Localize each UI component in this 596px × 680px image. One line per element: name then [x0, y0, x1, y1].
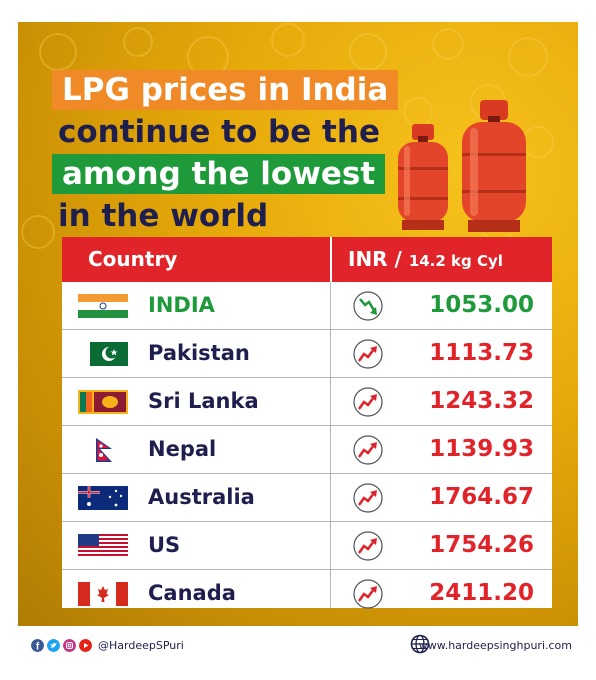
svg-text:f: f [36, 642, 40, 653]
country-name: US [148, 533, 181, 557]
poster-background: LPG prices in India continue to be the a… [18, 22, 578, 626]
website-link[interactable]: www.hardeepsinghpuri.com [418, 639, 572, 652]
background-pattern [21, 23, 554, 249]
nepal-flag [96, 438, 112, 462]
price-value: 1754.26 [429, 532, 534, 558]
price-value: 1139.93 [429, 436, 534, 462]
price-value: 1113.73 [429, 340, 534, 366]
headline-line-1: LPG prices in India [52, 70, 399, 110]
instagram-icon[interactable] [63, 639, 76, 652]
trend-up-icon [353, 339, 383, 369]
sri-lanka-flag [78, 390, 128, 414]
trend-up-icon [353, 579, 383, 609]
trend-up-icon [353, 387, 383, 417]
country-name: Pakistan [148, 341, 250, 365]
price-value: 2411.20 [429, 580, 534, 606]
price-value: 1764.67 [429, 484, 534, 510]
trend-down-icon [353, 291, 383, 321]
table-row-us: US 1754.26 [62, 522, 552, 570]
column-divider [330, 282, 331, 608]
table-row-nepal: Nepal 1139.93 [62, 426, 552, 474]
price-value: 1243.32 [429, 388, 534, 414]
country-name: Australia [148, 485, 255, 509]
table-row-india: INDIA 1053.00 [62, 282, 552, 330]
header-country: Country [88, 247, 178, 271]
country-name: Canada [148, 581, 236, 605]
header-price-main: INR / [348, 247, 409, 271]
table-row-canada: Canada 2411.20 [62, 570, 552, 617]
trend-up-icon [353, 531, 383, 561]
trend-up-icon [353, 435, 383, 465]
header-price-unit: 14.2 kg Cyl [408, 252, 503, 270]
lpg-cylinder-large-icon [462, 100, 526, 232]
table-row-pakistan: Pakistan 1113.73 [62, 330, 552, 378]
us-flag [78, 534, 128, 558]
headline-line-3: among the lowest [52, 154, 386, 194]
header-divider [330, 237, 332, 282]
price-value: 1053.00 [429, 292, 534, 318]
headline-line-2: continue to be the [58, 114, 380, 150]
trend-up-icon [353, 483, 383, 513]
header-price: INR / 14.2 kg Cyl [348, 237, 503, 282]
pakistan-flag [78, 342, 128, 366]
social-handle[interactable]: @HardeepSPuri [98, 639, 184, 652]
facebook-icon[interactable]: f [31, 639, 44, 652]
canada-flag [78, 582, 128, 606]
australia-flag [78, 486, 128, 510]
india-flag [78, 294, 128, 318]
twitter-icon[interactable] [47, 639, 60, 652]
footer: f @HardeepSPuri www.hardeepsinghpuri.com [0, 626, 596, 666]
table-header: Country INR / 14.2 kg Cyl [62, 237, 552, 282]
globe-icon [410, 634, 430, 654]
country-name: Sri Lanka [148, 389, 259, 413]
youtube-icon[interactable] [79, 639, 92, 652]
table-row-australia: Australia 1764.67 [62, 474, 552, 522]
country-name: Nepal [148, 437, 217, 461]
price-table: Country INR / 14.2 kg Cyl INDIA [62, 237, 552, 609]
country-name: INDIA [148, 293, 215, 317]
table-row-sri-lanka: Sri Lanka 1243.32 [62, 378, 552, 426]
lpg-cylinder-small-icon [398, 124, 448, 230]
headline-line-4: in the world [58, 198, 269, 234]
